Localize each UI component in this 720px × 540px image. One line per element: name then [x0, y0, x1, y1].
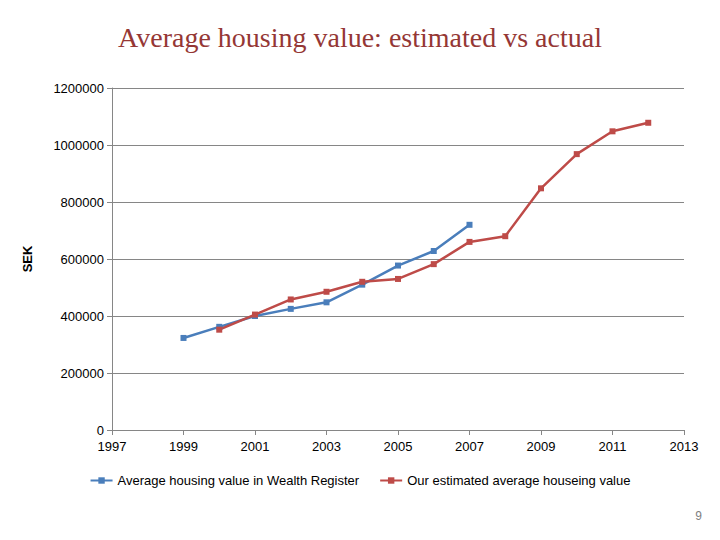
svg-text:2009: 2009: [527, 439, 556, 454]
svg-text:2003: 2003: [312, 439, 341, 454]
svg-text:1200000: 1200000: [53, 81, 104, 96]
svg-text:200000: 200000: [61, 366, 104, 381]
svg-text:1997: 1997: [98, 439, 127, 454]
svg-text:2005: 2005: [384, 439, 413, 454]
svg-text:SEK: SEK: [20, 245, 35, 272]
svg-text:2013: 2013: [670, 439, 699, 454]
svg-text:9: 9: [695, 509, 702, 523]
svg-text:2011: 2011: [599, 439, 627, 454]
svg-text:0: 0: [97, 423, 104, 438]
svg-text:2007: 2007: [455, 439, 484, 454]
svg-text:800000: 800000: [61, 195, 104, 210]
svg-text:1000000: 1000000: [53, 138, 104, 153]
svg-text:Average housing value: estimat: Average housing value: estimated vs actu…: [118, 22, 602, 53]
svg-text:1999: 1999: [169, 439, 198, 454]
svg-text:Average housing value in Wealt: Average housing value in Wealth Register: [118, 473, 360, 488]
svg-text:600000: 600000: [61, 252, 104, 267]
svg-text:400000: 400000: [61, 309, 104, 324]
svg-text:Our estimated average houseing: Our estimated average houseing value: [407, 473, 630, 488]
svg-text:2001: 2001: [241, 439, 270, 454]
